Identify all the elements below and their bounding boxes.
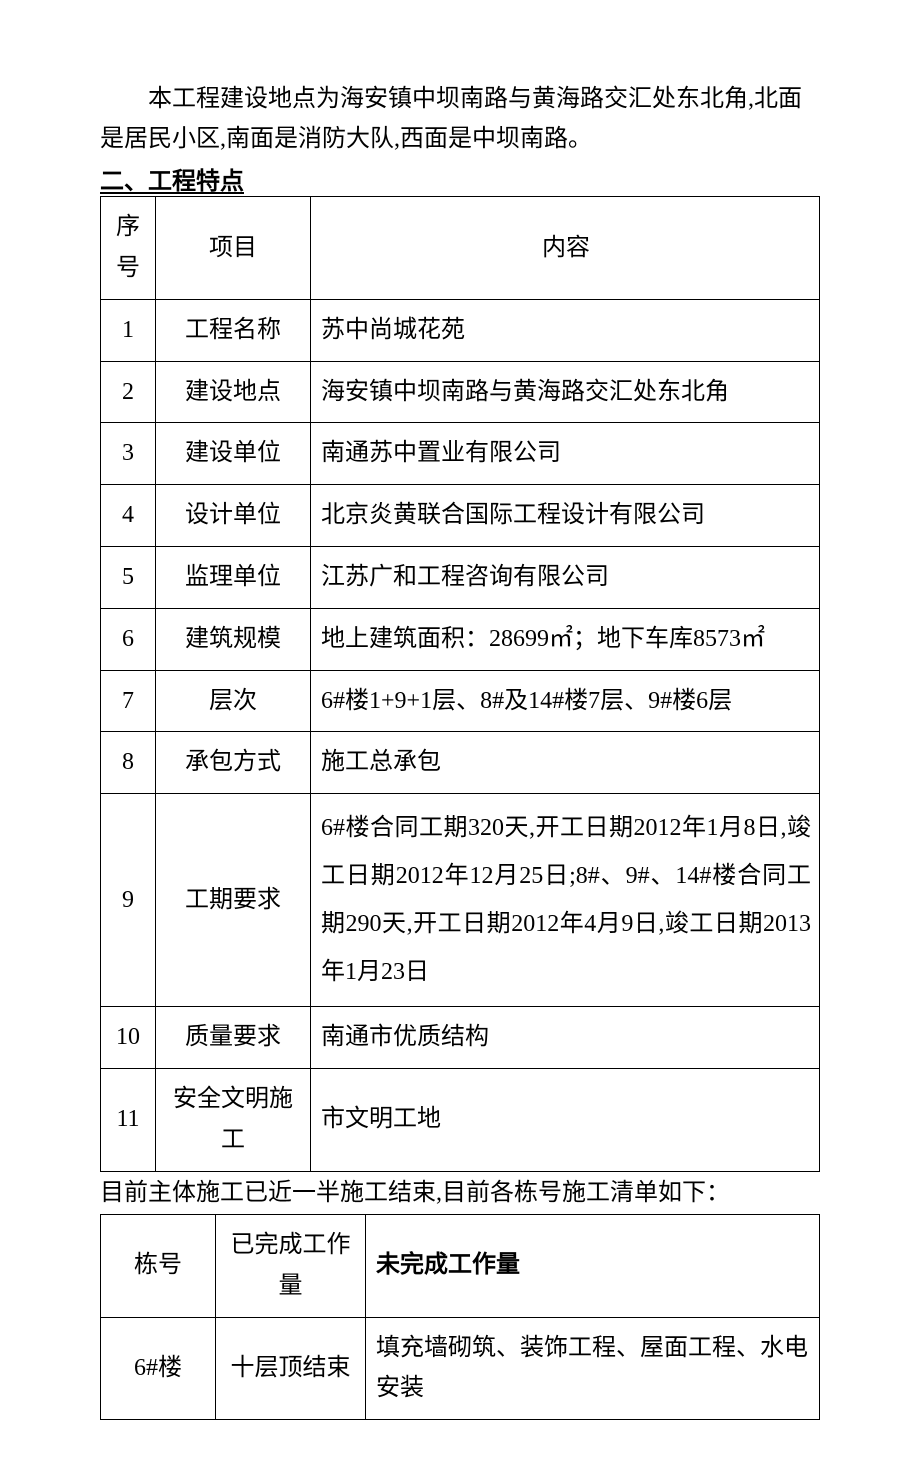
cell-content: 北京炎黄联合国际工程设计有限公司 (311, 485, 820, 547)
cell-item: 质量要求 (156, 1007, 311, 1069)
table-row: 7 层次 6#楼1+9+1层、8#及14#楼7层、9#楼6层 (101, 670, 820, 732)
cell-content: 南通苏中置业有限公司 (311, 423, 820, 485)
table-row: 11 安全文明施工 市文明工地 (101, 1068, 820, 1171)
cell-seq: 1 (101, 299, 156, 361)
cell-seq: 11 (101, 1068, 156, 1171)
cell-item: 建设地点 (156, 361, 311, 423)
cell-item: 监理单位 (156, 546, 311, 608)
cell-content: 施工总承包 (311, 732, 820, 794)
cell-item: 工期要求 (156, 794, 311, 1007)
header-content: 内容 (311, 197, 820, 300)
cell-undone: 填充墙砌筑、装饰工程、屋面工程、水电安装 (366, 1317, 820, 1420)
cell-item: 工程名称 (156, 299, 311, 361)
cell-content: 苏中尚城花苑 (311, 299, 820, 361)
cell-seq: 3 (101, 423, 156, 485)
building-progress-table: 栋号 已完成工作量 未完成工作量 6#楼 十层顶结束 填充墙砌筑、装饰工程、屋面… (100, 1214, 820, 1420)
cell-seq: 10 (101, 1007, 156, 1069)
cell-item: 建设单位 (156, 423, 311, 485)
header-item: 项目 (156, 197, 311, 300)
table-row: 8 承包方式 施工总承包 (101, 732, 820, 794)
section-title: 二、工程特点 (100, 161, 820, 196)
cell-seq: 9 (101, 794, 156, 1007)
between-tables-text: 目前主体施工已近一半施工结束,目前各栋号施工清单如下： (100, 1174, 820, 1212)
cell-content: 江苏广和工程咨询有限公司 (311, 546, 820, 608)
cell-building: 6#楼 (101, 1317, 216, 1420)
table-row: 6 建筑规模 地上建筑面积：28699㎡；地下车库8573㎡ (101, 608, 820, 670)
cell-seq: 5 (101, 546, 156, 608)
table-row: 2 建设地点 海安镇中坝南路与黄海路交汇处东北角 (101, 361, 820, 423)
cell-item: 设计单位 (156, 485, 311, 547)
cell-seq: 4 (101, 485, 156, 547)
cell-content: 地上建筑面积：28699㎡；地下车库8573㎡ (311, 608, 820, 670)
cell-item: 建筑规模 (156, 608, 311, 670)
cell-content: 6#楼1+9+1层、8#及14#楼7层、9#楼6层 (311, 670, 820, 732)
table-row: 3 建设单位 南通苏中置业有限公司 (101, 423, 820, 485)
cell-item: 承包方式 (156, 732, 311, 794)
table-row: 1 工程名称 苏中尚城花苑 (101, 299, 820, 361)
table-row: 5 监理单位 江苏广和工程咨询有限公司 (101, 546, 820, 608)
cell-content: 6#楼合同工期320天,开工日期2012年1月8日,竣工日期2012年12月25… (311, 794, 820, 1007)
project-features-table: 序号 项目 内容 1 工程名称 苏中尚城花苑 2 建设地点 海安镇中坝南路与黄海… (100, 196, 820, 1171)
cell-item: 层次 (156, 670, 311, 732)
cell-seq: 2 (101, 361, 156, 423)
introduction-paragraph: 本工程建设地点为海安镇中坝南路与黄海路交汇处东北角,北面是居民小区,南面是消防大… (100, 80, 820, 159)
cell-done: 十层顶结束 (216, 1317, 366, 1420)
cell-seq: 7 (101, 670, 156, 732)
table-header-row: 序号 项目 内容 (101, 197, 820, 300)
cell-seq: 6 (101, 608, 156, 670)
cell-seq: 8 (101, 732, 156, 794)
cell-content: 市文明工地 (311, 1068, 820, 1171)
cell-item: 安全文明施工 (156, 1068, 311, 1171)
cell-content: 南通市优质结构 (311, 1007, 820, 1069)
table-row: 10 质量要求 南通市优质结构 (101, 1007, 820, 1069)
table-row: 6#楼 十层顶结束 填充墙砌筑、装饰工程、屋面工程、水电安装 (101, 1317, 820, 1420)
cell-content: 海安镇中坝南路与黄海路交汇处东北角 (311, 361, 820, 423)
table-row: 9 工期要求 6#楼合同工期320天,开工日期2012年1月8日,竣工日期201… (101, 794, 820, 1007)
table-row: 4 设计单位 北京炎黄联合国际工程设计有限公司 (101, 485, 820, 547)
header-seq: 序号 (101, 197, 156, 300)
